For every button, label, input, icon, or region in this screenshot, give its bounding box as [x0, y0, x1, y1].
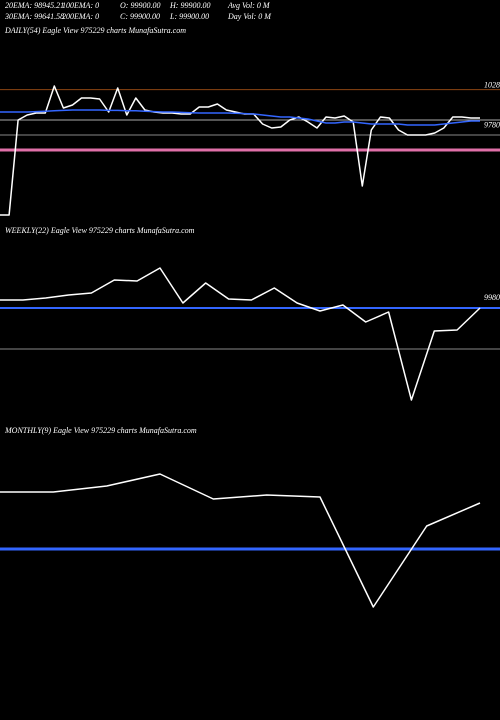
header-field: Day Vol: 0 M	[227, 12, 272, 21]
header-field: Avg Vol: 0 M	[227, 1, 271, 10]
y-tick-label: 1028	[484, 80, 500, 89]
y-tick-label: 97800	[484, 120, 500, 129]
header-field: 200EMA: 0	[62, 12, 99, 21]
price-line	[0, 473, 481, 608]
panel-title: MONTHLY(9) Eagle View 975229 charts Muna…	[4, 426, 197, 435]
header-field: 100EMA: 0	[62, 1, 99, 10]
header-field: O: 99900.00	[120, 1, 160, 10]
header-field: H: 99900.00	[169, 1, 210, 10]
price-line	[0, 109, 480, 126]
header-field: 30EMA: 99641.58	[4, 12, 64, 21]
price-line	[0, 267, 481, 401]
header-field: 20EMA: 98945.21	[5, 1, 64, 10]
header-field: C: 99900.00	[120, 12, 160, 21]
header-field: L: 99900.00	[169, 12, 209, 21]
panel-title: DAILY(54) Eagle View 975229 charts Munaf…	[4, 26, 186, 35]
panel-title: WEEKLY(22) Eagle View 975229 charts Muna…	[5, 226, 195, 235]
y-tick-label: 99800	[484, 293, 500, 302]
